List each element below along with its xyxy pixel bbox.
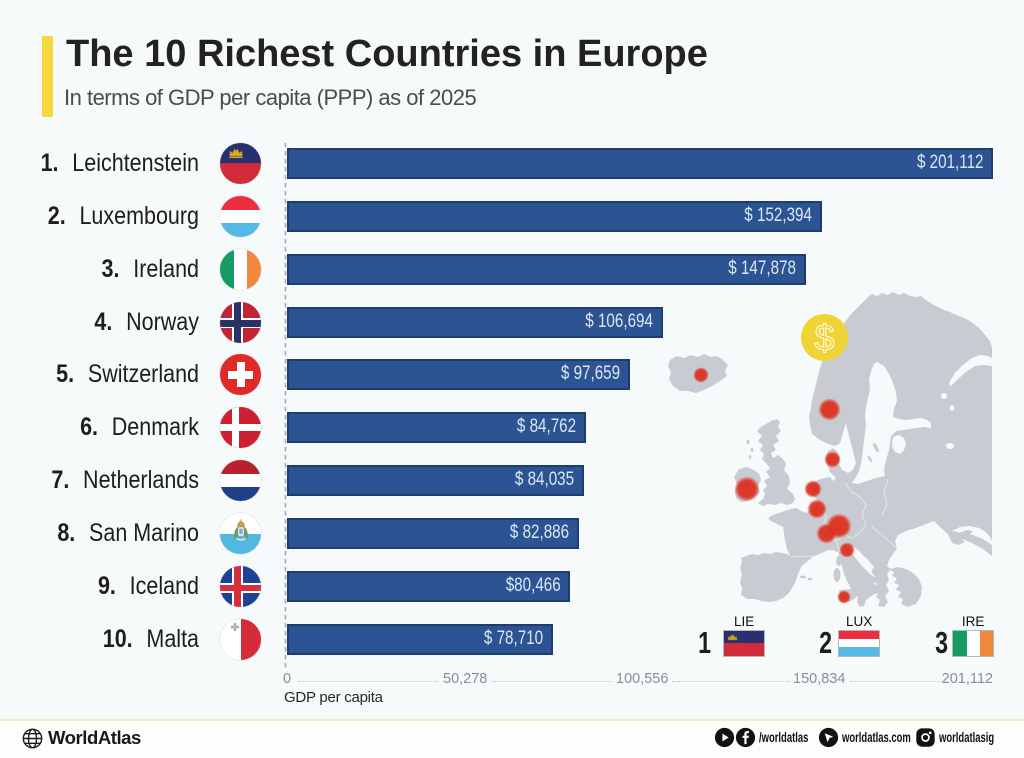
- svg-text:$: $: [814, 317, 834, 358]
